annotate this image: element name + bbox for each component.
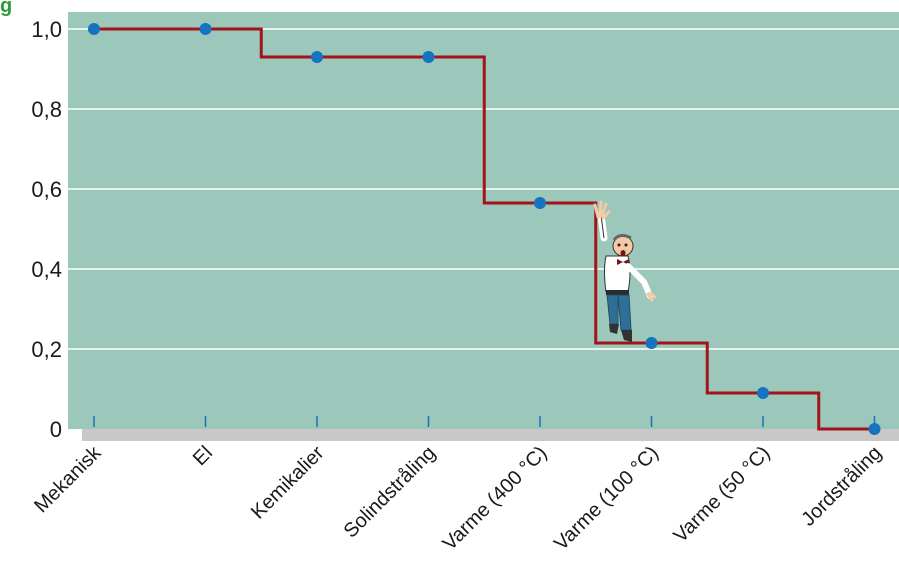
data-point	[311, 51, 323, 63]
x-tick-label: Jordstråling	[797, 442, 886, 531]
data-point	[645, 337, 658, 349]
y-tick-label: 0,8	[31, 97, 62, 122]
baseline-band	[82, 429, 899, 441]
y-tick-label: 0,4	[31, 257, 62, 282]
falling-man-illustration	[593, 200, 657, 342]
data-point	[534, 197, 546, 209]
y-tick-label: 0,6	[31, 177, 62, 202]
data-point	[757, 387, 769, 399]
data-point	[868, 423, 881, 435]
x-tick-label: Solindstråling	[340, 442, 440, 542]
y-tick-label: 1,0	[31, 17, 62, 42]
y-tick-label: 0	[50, 417, 62, 442]
data-point	[88, 23, 100, 35]
step-line	[94, 27, 875, 431]
x-tick-label: El	[189, 442, 217, 470]
x-tick-label: Kemikalier	[247, 442, 329, 524]
y-tick-label: 0,2	[31, 337, 62, 362]
chart-title-fragment: g	[0, 0, 12, 17]
data-points	[88, 23, 881, 435]
x-tick-label: Mekanisk	[30, 441, 106, 517]
x-tick-label: Varme (100 °C)	[550, 442, 663, 555]
y-axis: 0 0,2 0,4 0,6 0,8 1,0	[31, 17, 62, 442]
x-tick-label: Varme (400 °C)	[439, 442, 552, 555]
data-point	[422, 51, 435, 63]
x-tick-label: Varme (50 °C)	[669, 442, 774, 547]
data-point	[199, 23, 212, 35]
